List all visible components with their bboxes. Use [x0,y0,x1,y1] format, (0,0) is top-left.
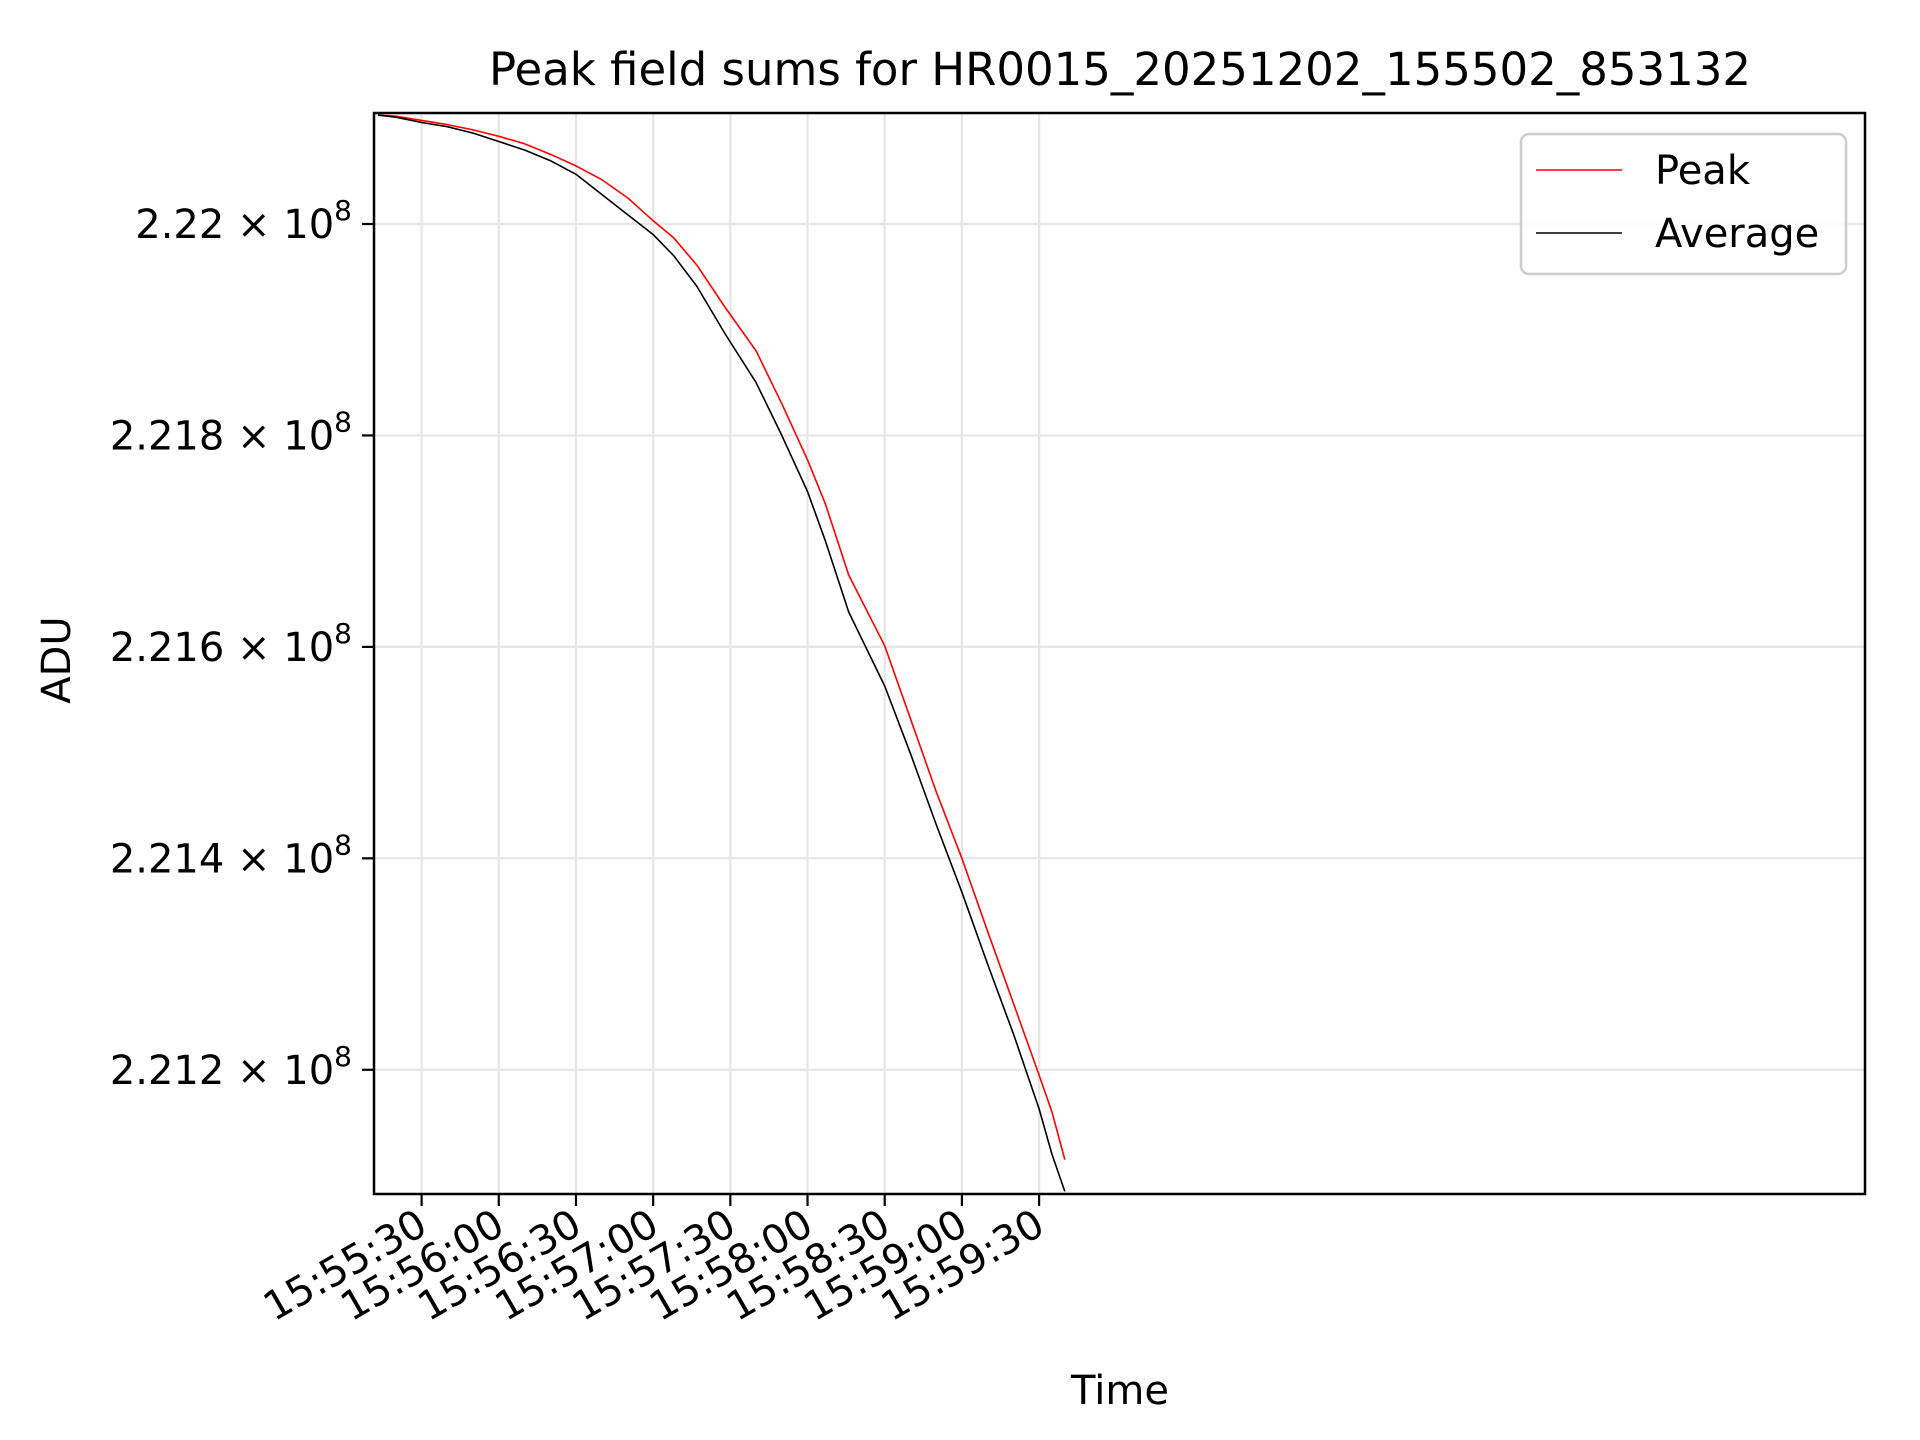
legend-label-peak: Peak [1655,148,1751,194]
series-line-peak [377,114,1066,1160]
y-tick-label: 2.216 × 108 [110,617,352,671]
legend-frame [1519,132,1848,276]
plot-frame [372,111,1867,1196]
y-tick-label: 2.22 × 108 [135,194,352,248]
y-tick-exponent: 8 [334,1040,352,1073]
legend: Peak Average [1519,132,1848,276]
y-tick-label: 2.214 × 108 [110,828,352,882]
y-tick-exponent: 8 [334,194,352,227]
y-tick-exponent: 8 [334,405,352,438]
y-tick-mantissa: 2.22 [135,202,224,248]
chart-title: Peak field sums for HR0015_20251202_1555… [489,43,1751,96]
y-tick-multiplier: × 10 [224,413,334,459]
y-axis-label: ADU [34,616,80,703]
y-tick-mantissa: 2.216 [110,625,225,671]
legend-label-average: Average [1655,211,1819,257]
y-tick-multiplier: × 10 [224,836,334,882]
y-tick-multiplier: × 10 [224,1048,334,1094]
y-tick-label: 2.212 × 108 [110,1040,352,1094]
x-axis-label: Time [1070,1368,1169,1414]
y-tick-multiplier: × 10 [224,202,334,248]
y-tick-exponent: 8 [334,617,352,650]
series-line-average [377,114,1066,1192]
y-tick-mantissa: 2.218 [110,413,225,459]
y-tick-multiplier: × 10 [224,625,334,671]
y-tick-exponent: 8 [334,828,352,861]
series-layer [377,114,1066,1192]
y-tick-mantissa: 2.212 [110,1048,225,1094]
y-tick-label: 2.218 × 108 [110,405,352,459]
y-tick-mantissa: 2.214 [110,836,225,882]
